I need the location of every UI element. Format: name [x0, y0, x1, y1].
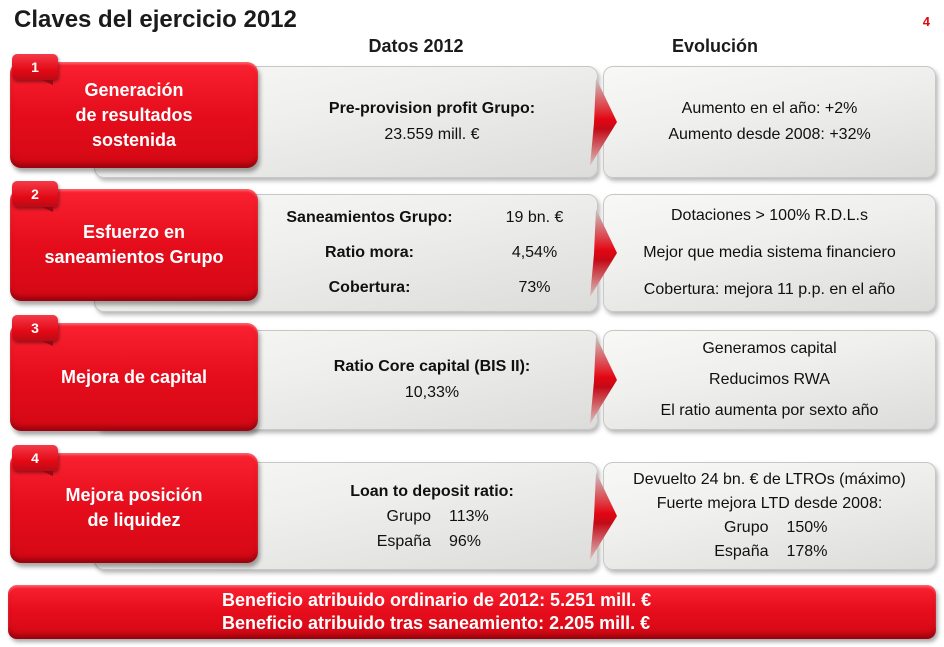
- key-label: Generación de resultados sostenida: [75, 79, 193, 150]
- datos-pair: Grupo 113%: [365, 504, 499, 529]
- key-box-1: 1 Generación de resultados sostenida: [10, 54, 258, 168]
- datos-label: Ratio mora:: [325, 243, 414, 261]
- evolucion-label: Grupo: [724, 519, 769, 536]
- datos-pair: Ratio mora: 4,54%: [267, 244, 597, 262]
- arrow-right-icon: [590, 472, 617, 560]
- evolucion-pair: Grupo 150%: [703, 516, 837, 540]
- evolucion-line: Devuelto 24 bn. € de LTROs (máximo): [633, 471, 906, 488]
- evolucion-value: 150%: [786, 519, 828, 536]
- evolucion-line: El ratio aumenta por sexto año: [660, 402, 879, 419]
- datos-pair: España 96%: [365, 529, 499, 554]
- key-label: Mejora posición de liquidez: [65, 485, 203, 530]
- column-header-datos: Datos 2012: [368, 36, 464, 56]
- evolucion-line: Mejor que media sistema financiero: [643, 244, 896, 261]
- evolucion-label: España: [714, 543, 769, 560]
- key-box-3: 3 Mejora de capital: [10, 315, 258, 431]
- datos-heading: Loan to deposit ratio:: [350, 482, 514, 500]
- datos-value: 23.559 mill. €: [384, 126, 480, 143]
- evolucion-line: Aumento en el año: +2%: [681, 100, 858, 117]
- evolucion-line: Reducimos RWA: [709, 371, 830, 388]
- evolucion-line: Cobertura: mejora 11 p.p. en el año: [643, 281, 896, 298]
- evolucion-box-1: Aumento en el año: +2% Aumento desde 200…: [603, 66, 936, 178]
- page-number: 4: [922, 14, 930, 29]
- arrow-right-icon: [590, 336, 617, 424]
- datos-label: Grupo: [386, 507, 431, 525]
- key-box-4: 4 Mejora posición de liquidez: [10, 445, 258, 563]
- datos-pair: Saneamientos Grupo: 19 bn. €: [267, 209, 597, 227]
- datos-label: Saneamientos Grupo:: [286, 209, 453, 227]
- datos-heading: Ratio Core capital (BIS II):: [333, 358, 531, 375]
- key-label: Esfuerzo en saneamientos Grupo: [44, 222, 224, 267]
- evolucion-box-4: Devuelto 24 bn. € de LTROs (máximo) Fuer…: [603, 462, 936, 570]
- datos-value: 10,33%: [404, 384, 460, 401]
- datos-heading: Pre-provision profit Grupo:: [328, 100, 536, 117]
- arrow-right-icon: [590, 78, 617, 166]
- evolucion-line: Generamos capital: [702, 340, 837, 357]
- datos-value: 19 bn. €: [505, 209, 564, 227]
- datos-value: 73%: [518, 278, 551, 296]
- evolucion-value: 178%: [786, 543, 828, 560]
- key-box-2: 2 Esfuerzo en saneamientos Grupo: [10, 181, 258, 301]
- evolucion-box-2: Dotaciones > 100% R.D.L.s Mejor que medi…: [603, 194, 936, 312]
- evolucion-line: Dotaciones > 100% R.D.L.s: [671, 207, 868, 224]
- arrow-right-icon: [590, 209, 617, 297]
- evolucion-box-3: Generamos capital Reducimos RWA El ratio…: [603, 330, 936, 430]
- datos-value: 4,54%: [511, 243, 558, 261]
- datos-label: España: [376, 532, 431, 550]
- datos-label: Cobertura:: [328, 278, 411, 296]
- slide-title: Claves del ejercicio 2012: [14, 6, 297, 33]
- footer-line: Beneficio atribuido tras saneamiento: 2.…: [222, 613, 651, 633]
- key-label: Mejora de capital: [60, 366, 208, 387]
- evolucion-line: Aumento desde 2008: +32%: [668, 126, 871, 143]
- footer-line: Beneficio atribuido ordinario de 2012: 5…: [222, 590, 652, 610]
- column-header-evolucion: Evolución: [671, 36, 758, 56]
- datos-pair: Cobertura: 73%: [267, 279, 597, 297]
- evolucion-line: Fuerte mejora LTD desde 2008:: [656, 495, 883, 512]
- footer-banner: Beneficio atribuido ordinario de 2012: 5…: [8, 585, 936, 639]
- key-number-badge: 4: [12, 445, 58, 476]
- key-number-badge: 2: [12, 181, 58, 212]
- evolucion-pair: España 178%: [703, 540, 837, 564]
- datos-value: 96%: [449, 532, 482, 550]
- key-number-badge: 1: [12, 54, 58, 85]
- datos-value: 113%: [449, 507, 489, 525]
- key-number-badge: 3: [12, 315, 58, 346]
